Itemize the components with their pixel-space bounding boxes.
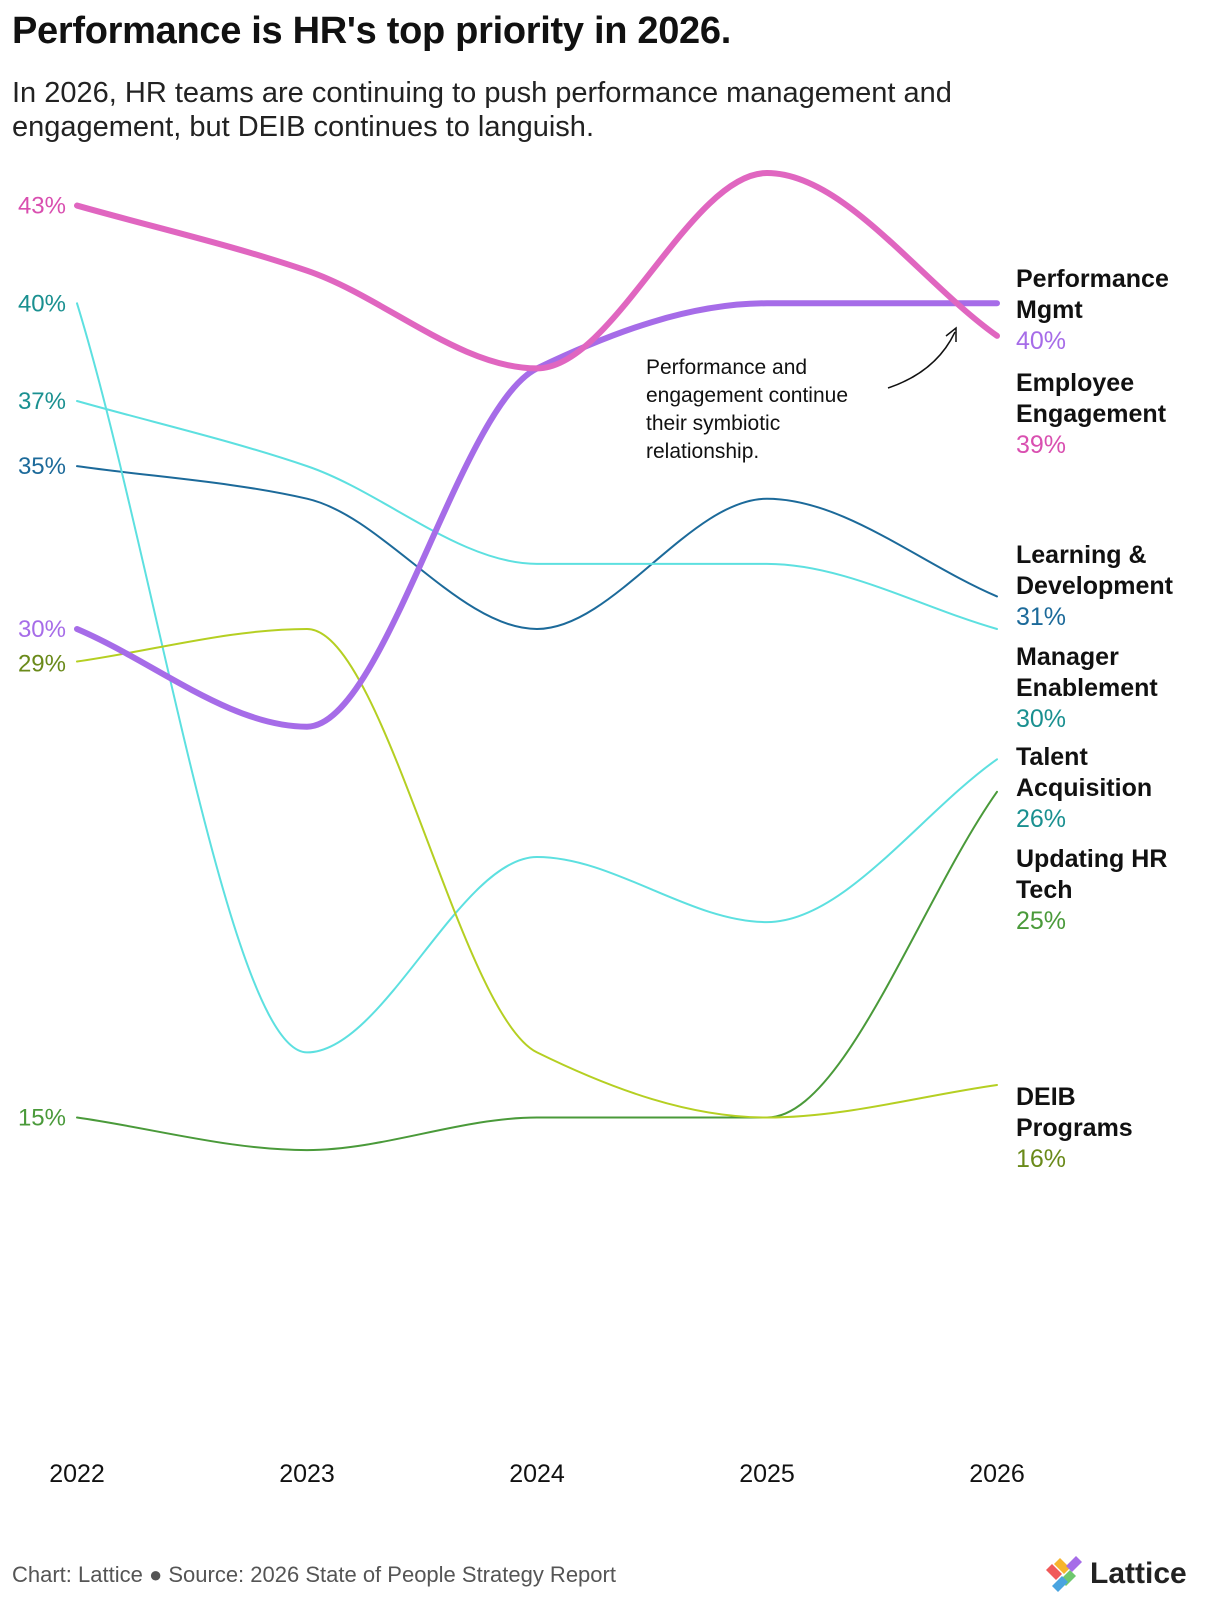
end-name-performance-mgmt-0: Performance	[1016, 265, 1169, 293]
annotation-arrow	[887, 331, 956, 389]
start-label-employee-engagement: 43%	[18, 193, 66, 220]
x-tick-2025: 2025	[739, 1460, 795, 1488]
end-name-updating-hr-tech-1: Tech	[1016, 876, 1073, 904]
chart-subtitle: In 2026, HR teams are continuing to push…	[12, 77, 952, 143]
brand-name: Lattice	[1090, 1557, 1187, 1590]
end-name-talent-acquisition-1: Acquisition	[1016, 774, 1152, 802]
x-tick-2026: 2026	[969, 1460, 1025, 1488]
end-name-learning-development-1: Development	[1016, 572, 1174, 600]
x-tick-2023: 2023	[279, 1460, 335, 1488]
end-name-deib-programs-0: DEIB	[1016, 1083, 1076, 1111]
end-name-deib-programs-1: Programs	[1016, 1114, 1133, 1142]
end-name-employee-engagement-1: Engagement	[1016, 400, 1167, 428]
annotation-arrowhead	[945, 326, 957, 342]
series-line-learning-development	[76, 465, 998, 630]
start-label-updating-hr-tech: 15%	[18, 1105, 66, 1132]
annotation-line-3: relationship.	[646, 440, 759, 463]
end-value-performance-mgmt: 40%	[1016, 327, 1066, 355]
end-name-employee-engagement-0: Employee	[1016, 369, 1134, 397]
series-line-employee-engagement	[74, 169, 1000, 372]
start-label-learning-development: 35%	[18, 453, 66, 480]
end-value-talent-acquisition: 26%	[1016, 805, 1066, 833]
end-name-learning-development-0: Learning &	[1016, 541, 1147, 569]
annotation-line-1: engagement continue	[646, 384, 848, 407]
source-note: Chart: Lattice ● Source: 2026 State of P…	[12, 1562, 616, 1587]
end-value-deib-programs: 16%	[1016, 1145, 1066, 1173]
series-line-deib-programs	[76, 627, 998, 1119]
end-value-employee-engagement: 39%	[1016, 431, 1066, 459]
series-line-manager-enablement	[76, 399, 998, 630]
chart-title: Performance is HR's top priority in 2026…	[12, 10, 731, 52]
series-line-performance-mgmt	[74, 300, 1000, 730]
end-name-talent-acquisition-0: Talent	[1016, 743, 1088, 771]
start-label-performance-mgmt: 30%	[18, 616, 66, 643]
end-value-updating-hr-tech: 25%	[1016, 907, 1066, 935]
brand-logo[interactable]: Lattice	[1042, 1556, 1187, 1592]
start-label-deib-programs: 29%	[18, 651, 66, 678]
series-line-updating-hr-tech	[76, 790, 998, 1152]
annotation-line-2: their symbiotic	[646, 412, 780, 435]
end-name-manager-enablement-0: Manager	[1016, 643, 1119, 671]
start-label-manager-enablement: 37%	[18, 388, 66, 415]
end-name-updating-hr-tech-0: Updating HR	[1016, 845, 1167, 873]
lattice-logo-icon	[1046, 1556, 1082, 1592]
end-value-learning-development: 31%	[1016, 603, 1066, 631]
x-tick-2022: 2022	[49, 1460, 105, 1488]
end-name-manager-enablement-1: Enablement	[1016, 674, 1158, 702]
end-name-performance-mgmt-1: Mgmt	[1016, 296, 1083, 324]
x-tick-2024: 2024	[509, 1460, 565, 1488]
end-value-manager-enablement: 30%	[1016, 705, 1066, 733]
series-line-talent-acquisition	[76, 302, 998, 1054]
annotation-line-0: Performance and	[646, 356, 807, 379]
start-label-talent-acquisition: 40%	[18, 290, 66, 317]
